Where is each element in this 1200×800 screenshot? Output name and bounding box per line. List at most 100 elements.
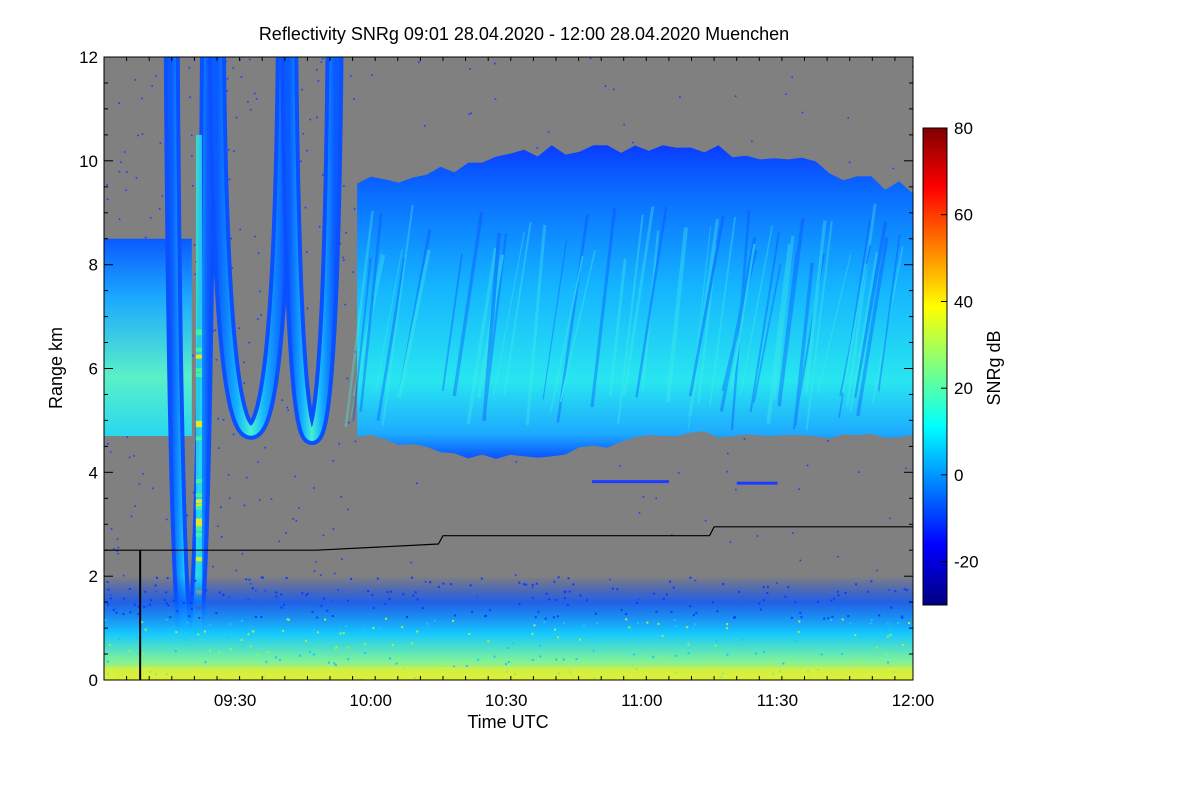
boundary-pixel [830, 599, 833, 602]
noise-pixel [858, 471, 860, 473]
noise-pixel [469, 68, 471, 70]
x-tick-label: 10:30 [485, 691, 528, 710]
cloud-streak [753, 264, 782, 403]
boundary-pixel [109, 597, 112, 600]
boundary-pixel [563, 591, 566, 594]
boundary-pixel [726, 653, 729, 656]
boundary-pixel [692, 614, 695, 617]
cloud-streak [772, 235, 795, 400]
boundary-pixel [334, 647, 337, 650]
boundary-pixel [887, 661, 890, 664]
boundary-pixel [563, 622, 565, 625]
boundary-pixel [271, 634, 274, 637]
boundary-pixel [363, 652, 366, 654]
boundary-pixel [247, 660, 250, 663]
boundary-pixel [106, 580, 109, 583]
noise-pixel [158, 208, 161, 210]
boundary-pixel [194, 579, 197, 582]
boundary-pixel [759, 608, 762, 611]
boundary-pixel [870, 580, 873, 583]
noise-pixel [220, 536, 223, 538]
noise-pixel [149, 217, 152, 219]
noise-pixel [756, 535, 759, 537]
boundary-pixel [305, 594, 308, 597]
boundary-pixel [372, 627, 375, 629]
boundary-pixel [331, 615, 334, 617]
noise-pixel [257, 318, 259, 320]
boundary-pixel [625, 618, 628, 621]
colorbar-tick-label: 0 [954, 466, 963, 485]
boundary-pixel [326, 609, 329, 612]
boundary-pixel [557, 576, 560, 579]
noise-pixel [319, 574, 322, 576]
noise-pixel [343, 259, 345, 262]
boundary-pixel [652, 592, 655, 595]
boundary-pixel [299, 654, 302, 657]
noise-pixel [892, 167, 895, 170]
noise-pixel [235, 116, 238, 119]
noise-pixel [318, 225, 321, 228]
boundary-pixel [552, 616, 555, 619]
boundary-pixel [452, 619, 454, 622]
boundary-pixel [218, 591, 221, 594]
boundary-pixel [406, 616, 408, 618]
column-hotspot [195, 436, 202, 441]
noise-pixel [217, 525, 219, 527]
column-hotspot [195, 372, 202, 377]
boundary-pixel [324, 618, 327, 621]
boundary-pixel [108, 643, 111, 646]
boundary-pixel [379, 627, 381, 630]
boundary-pixel [640, 633, 643, 636]
noise-pixel [911, 65, 913, 68]
boundary-pixel [800, 665, 803, 668]
noise-pixel [514, 574, 517, 577]
boundary-pixel [531, 632, 534, 635]
noise-pixel [345, 231, 347, 234]
boundary-pixel [633, 653, 636, 656]
boundary-pixel [376, 577, 379, 580]
boundary-pixel [884, 653, 887, 655]
cloud-streak [641, 230, 660, 392]
boundary-pixel [861, 660, 863, 662]
x-tick-label: 11:00 [621, 691, 662, 710]
noise-pixel [247, 100, 249, 103]
noise-pixel [494, 98, 497, 100]
noise-pixel [227, 149, 230, 151]
boundary-pixel [687, 652, 690, 655]
noise-pixel [347, 508, 349, 511]
boundary-pixel [316, 616, 319, 619]
noise-pixel [258, 499, 261, 501]
noise-pixel [632, 141, 634, 144]
boundary-pixel [545, 592, 548, 595]
boundary-pixel [165, 591, 167, 594]
boundary-pixel [488, 609, 491, 612]
boundary-pixel [174, 650, 177, 653]
boundary-pixel [799, 611, 802, 614]
boundary-pixel [312, 628, 315, 631]
boundary-pixel [198, 617, 201, 619]
boundary-pixel [260, 576, 263, 579]
boundary-pixel [267, 650, 270, 653]
column-hotspot [195, 526, 202, 531]
noise-pixel [295, 519, 298, 522]
boundary-pixel [533, 624, 536, 627]
noise-pixel [264, 446, 266, 449]
boundary-pixel [477, 658, 480, 661]
boundary-pixel [837, 594, 840, 597]
noise-pixel [418, 61, 420, 64]
noise-pixel [306, 251, 308, 253]
noise-pixel [743, 438, 746, 440]
x-axis: 09:30 10:00 10:30 11:00 11:30 12:00 [103, 57, 934, 710]
cloud-streak [452, 211, 484, 397]
boundary-pixel [215, 612, 218, 615]
cloud-streak [617, 214, 644, 425]
boundary-pixel [636, 621, 639, 624]
boundary-pixel [254, 616, 257, 618]
boundary-pixel [538, 644, 541, 647]
noise-pixel [151, 85, 153, 87]
boundary-pixel [628, 626, 631, 629]
boundary-pixel [301, 592, 304, 595]
noise-pixel [155, 75, 157, 77]
boundary-pixel [275, 591, 278, 594]
noise-pixel [141, 133, 144, 135]
